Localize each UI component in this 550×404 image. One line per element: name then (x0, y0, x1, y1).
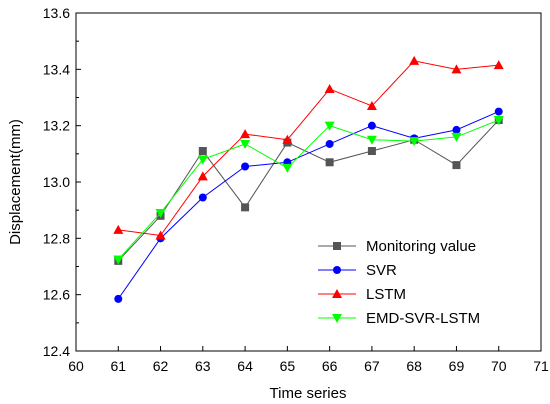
x-tick-label: 67 (364, 358, 380, 374)
x-tick-label: 71 (533, 358, 549, 374)
x-tick-label: 70 (491, 358, 507, 374)
data-point-marker (494, 107, 503, 116)
x-axis-title: Time series (270, 385, 347, 402)
y-tick-label: 12.4 (43, 343, 70, 359)
data-point-marker (409, 137, 420, 147)
data-point-marker (155, 208, 166, 218)
x-tick-label: 63 (195, 358, 211, 374)
x-tick-label: 68 (406, 358, 422, 374)
data-point-marker (282, 163, 293, 173)
plot-area (75, 12, 542, 352)
x-tick-label: 60 (68, 358, 84, 374)
legend-label: LSTM (366, 286, 406, 303)
series-line (117, 111, 499, 300)
y-tick-label: 12.6 (43, 287, 70, 303)
x-tick-label: 66 (322, 358, 338, 374)
data-point-marker (333, 266, 341, 274)
data-point-marker (324, 121, 335, 131)
series-line (118, 60, 499, 237)
data-point-marker (332, 314, 342, 323)
legend-label: Monitoring value (366, 238, 476, 255)
y-tick-label: 12.8 (43, 230, 70, 246)
data-point-marker (452, 125, 461, 134)
series-3 (113, 116, 504, 265)
data-point-marker (493, 116, 504, 126)
y-tick-label: 13.6 (43, 5, 70, 21)
data-point-marker (197, 155, 208, 165)
data-point-marker (324, 84, 335, 94)
y-tick-label: 13.0 (43, 174, 70, 190)
data-point-marker (113, 255, 124, 265)
data-point-marker (241, 203, 250, 212)
data-point-marker (198, 193, 207, 202)
series-line (117, 119, 499, 260)
data-point-marker (452, 161, 461, 170)
data-point-marker (451, 132, 462, 142)
data-point-marker (197, 171, 208, 181)
data-point-marker (241, 162, 250, 171)
data-point-marker (155, 230, 166, 240)
y-tick-label: 13.2 (43, 118, 70, 134)
x-tick-label: 69 (449, 358, 465, 374)
x-tick-label: 61 (110, 358, 126, 374)
data-point-marker (451, 64, 462, 74)
legend-item: LSTM (318, 286, 406, 303)
data-point-marker (367, 121, 376, 130)
x-tick-label: 62 (153, 358, 169, 374)
series-layer (113, 55, 504, 303)
legend-label: SVR (366, 262, 397, 279)
data-point-marker (325, 158, 334, 167)
data-point-marker (114, 294, 123, 303)
data-point-marker (333, 242, 341, 250)
y-tick-label: 13.4 (43, 61, 70, 77)
legend-item: SVR (318, 262, 397, 279)
data-point-marker (409, 55, 420, 65)
data-point-marker (198, 147, 207, 156)
data-point-marker (367, 147, 376, 156)
y-axis: 12.4 12.6 12.8 13.0 13.2 13.4 13.6 (43, 5, 81, 359)
legend-item: Monitoring value (318, 238, 476, 255)
data-point-marker (240, 139, 251, 149)
legend-label: EMD-SVR-LSTM (366, 310, 480, 327)
data-point-marker (332, 289, 342, 298)
data-point-marker (366, 135, 377, 145)
data-point-marker (493, 60, 504, 70)
data-point-marker (113, 224, 124, 234)
series-line (117, 119, 500, 262)
data-point-marker (325, 139, 334, 148)
data-point-marker (240, 129, 251, 139)
series-2 (113, 55, 504, 240)
series-1 (114, 107, 503, 303)
x-axis: 60 61 62 63 64 65 66 67 68 69 70 71 (68, 346, 549, 374)
x-tick-label: 65 (280, 358, 296, 374)
x-tick-label: 64 (237, 358, 253, 374)
data-point-marker (366, 100, 377, 110)
y-axis-title: Displacement(mm) (7, 119, 24, 245)
legend-item: EMD-SVR-LSTM (318, 310, 480, 327)
data-point-marker (282, 134, 293, 144)
legend: Monitoring value SVR LSTM EMD-SVR-LSTM (318, 238, 480, 327)
